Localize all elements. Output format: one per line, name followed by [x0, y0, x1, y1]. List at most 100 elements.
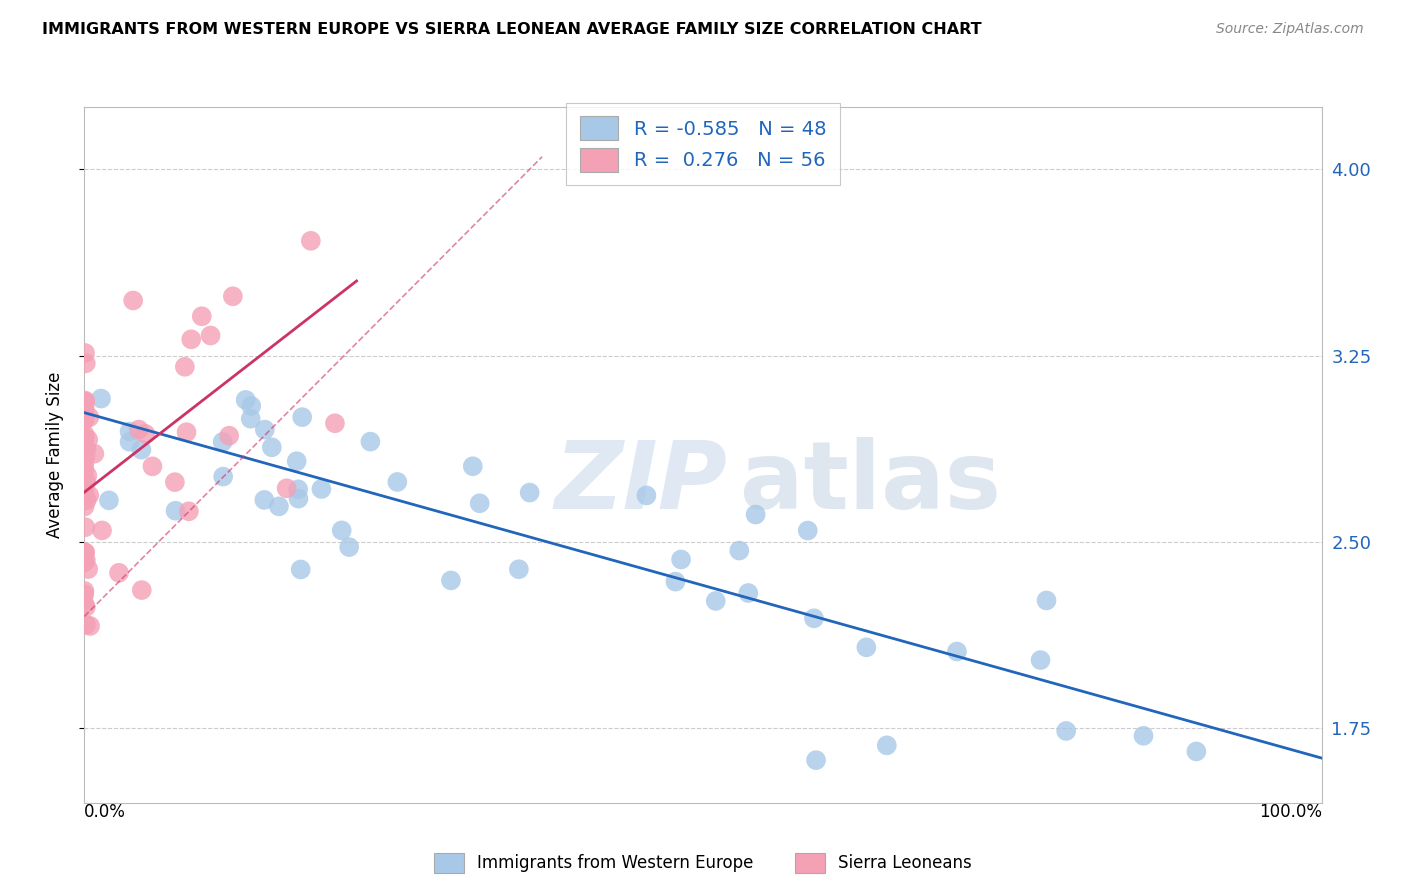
Point: [141, 459, 163, 474]
Text: IMMIGRANTS FROM WESTERN EUROPE VS SIERRA LEONEAN AVERAGE FAMILY SIZE CORRELATION: IMMIGRANTS FROM WESTERN EUROPE VS SIERRA…: [42, 22, 981, 37]
Point: [287, 483, 309, 497]
Point: [276, 481, 298, 495]
Point: [97, 493, 120, 508]
Point: [90, 392, 112, 406]
Point: [876, 739, 898, 753]
Text: ZIP: ZIP: [555, 437, 728, 529]
Point: [73, 597, 96, 611]
Point: [285, 454, 308, 468]
Point: [131, 442, 153, 457]
Point: [75, 617, 97, 632]
Y-axis label: Average Family Size: Average Family Size: [45, 372, 63, 538]
Point: [122, 293, 145, 308]
Point: [359, 434, 381, 449]
Point: [1035, 593, 1057, 607]
Point: [804, 753, 827, 767]
Text: 100.0%: 100.0%: [1258, 803, 1322, 821]
Point: [73, 457, 96, 471]
Point: [291, 410, 314, 425]
Point: [75, 475, 97, 489]
Point: [737, 586, 759, 600]
Point: [73, 428, 96, 442]
Point: [191, 310, 214, 324]
Point: [128, 423, 150, 437]
Point: [173, 359, 195, 374]
Point: [73, 587, 96, 601]
Point: [211, 434, 233, 449]
Point: [946, 644, 969, 658]
Point: [79, 410, 101, 425]
Point: [240, 399, 263, 413]
Point: [180, 332, 202, 346]
Point: [461, 459, 484, 474]
Point: [75, 545, 97, 559]
Point: [1185, 744, 1208, 758]
Point: [77, 433, 100, 447]
Point: [73, 434, 96, 448]
Point: [337, 540, 360, 554]
Point: [73, 500, 96, 514]
Point: [1054, 723, 1077, 738]
Point: [744, 508, 766, 522]
Point: [73, 412, 96, 426]
Point: [235, 392, 257, 407]
Point: [77, 562, 100, 576]
Point: [73, 413, 96, 427]
Point: [118, 434, 141, 449]
Point: [508, 562, 530, 576]
Point: [75, 449, 97, 463]
Point: [664, 574, 686, 589]
Point: [73, 431, 96, 445]
Point: [222, 289, 245, 303]
Point: [253, 423, 276, 437]
Point: [76, 468, 98, 483]
Point: [290, 562, 312, 576]
Point: [704, 594, 727, 608]
Point: [73, 555, 96, 569]
Point: [108, 566, 131, 580]
Point: [75, 346, 97, 360]
Point: [176, 425, 198, 440]
Point: [73, 403, 96, 417]
Point: [77, 488, 100, 502]
Point: [134, 426, 156, 441]
Point: [669, 552, 692, 566]
Point: [177, 504, 200, 518]
Point: [76, 493, 98, 508]
Text: atlas: atlas: [740, 437, 1001, 529]
Point: [75, 600, 97, 615]
Point: [260, 440, 283, 454]
Point: [267, 500, 290, 514]
Point: [311, 482, 333, 496]
Point: [73, 394, 96, 409]
Point: [75, 520, 97, 534]
Point: [75, 442, 97, 456]
Point: [330, 524, 353, 538]
Point: [73, 484, 96, 499]
Point: [131, 583, 153, 598]
Point: [91, 524, 114, 538]
Point: [73, 545, 96, 559]
Point: [79, 619, 101, 633]
Point: [440, 574, 463, 588]
Point: [75, 393, 97, 408]
Point: [803, 611, 825, 625]
Point: [73, 583, 96, 598]
Point: [519, 485, 541, 500]
Point: [468, 496, 491, 510]
Point: [299, 234, 322, 248]
Point: [797, 524, 820, 538]
Point: [212, 469, 235, 483]
Text: 0.0%: 0.0%: [84, 803, 127, 821]
Point: [287, 491, 309, 506]
Legend: Immigrants from Western Europe, Sierra Leoneans: Immigrants from Western Europe, Sierra L…: [427, 847, 979, 880]
Point: [73, 402, 96, 417]
Point: [1029, 653, 1052, 667]
Point: [1132, 729, 1154, 743]
Point: [253, 492, 276, 507]
Point: [75, 356, 97, 370]
Point: [200, 328, 222, 343]
Legend: R = -0.585   N = 48, R =  0.276   N = 56: R = -0.585 N = 48, R = 0.276 N = 56: [567, 103, 839, 186]
Point: [118, 425, 141, 439]
Point: [855, 640, 877, 655]
